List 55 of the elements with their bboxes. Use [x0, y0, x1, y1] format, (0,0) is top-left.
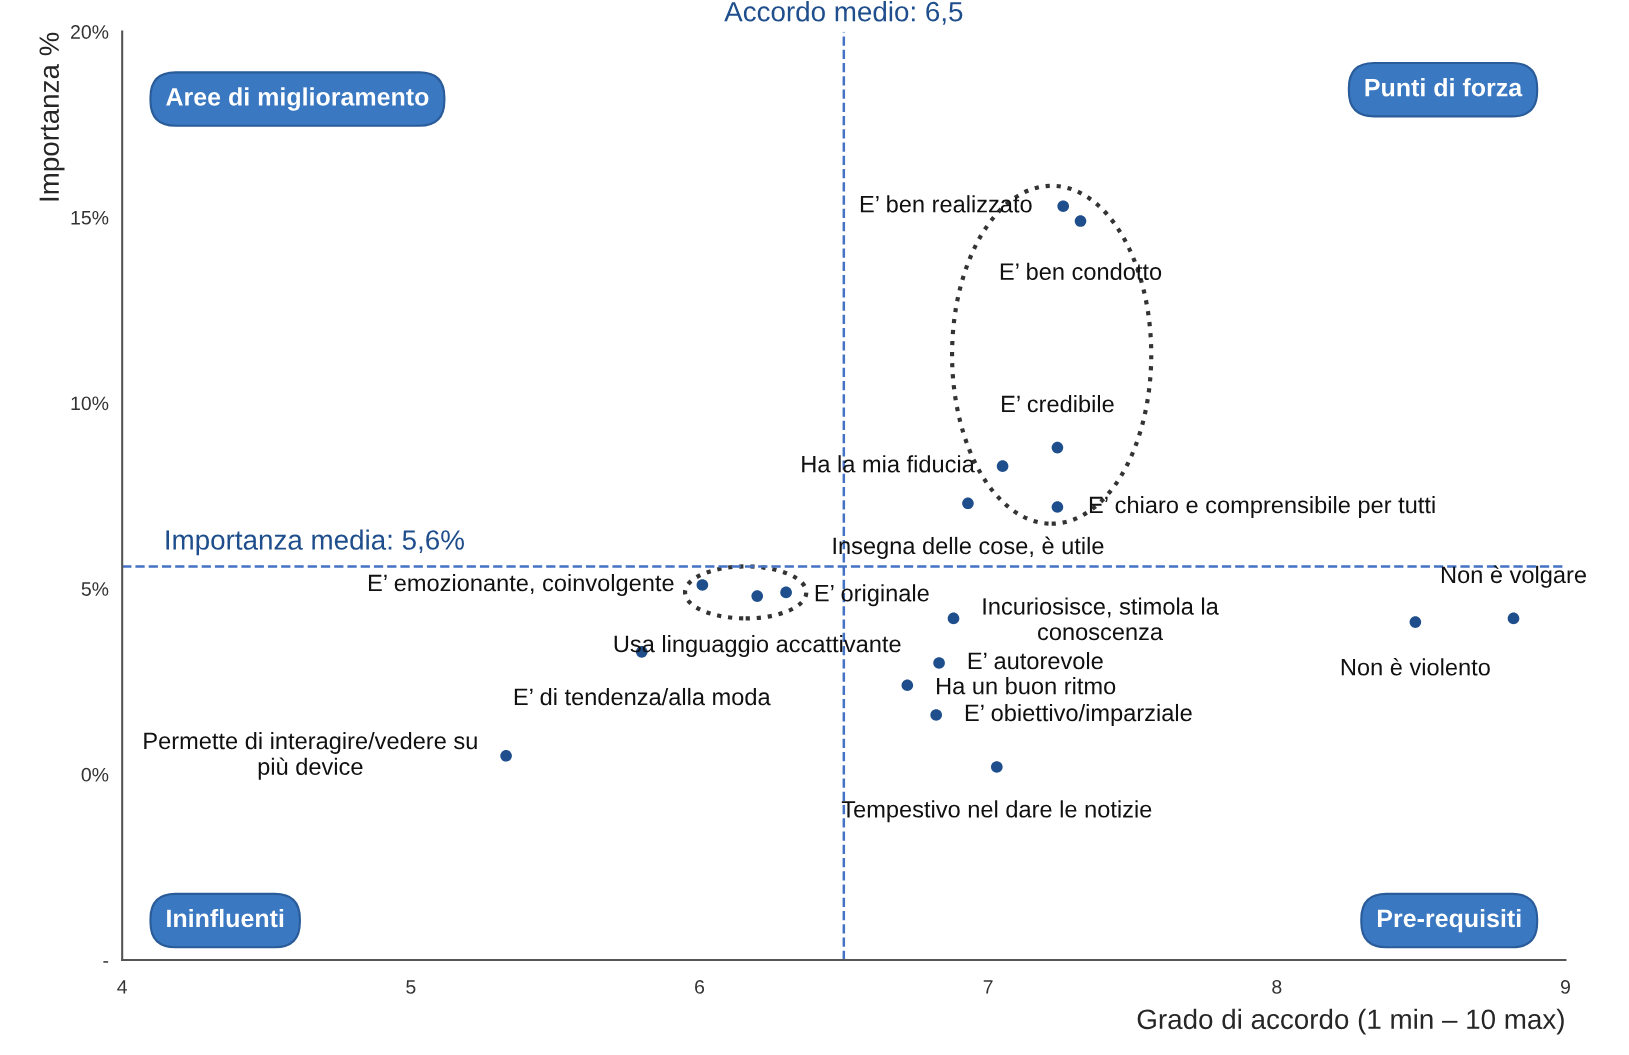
- point: [991, 761, 1003, 773]
- point: [1507, 612, 1520, 625]
- point: [1057, 200, 1070, 212]
- annotation: E’ di tendenza/alla moda: [514, 687, 771, 706]
- point: [751, 590, 764, 602]
- point: [962, 497, 974, 510]
- point: [901, 679, 914, 692]
- y-tick-label: 20%: [71, 25, 109, 39]
- point: [1409, 616, 1422, 628]
- point: [947, 612, 960, 625]
- x-tick-label: 7: [983, 980, 993, 994]
- x-tick-label: 8: [1272, 980, 1282, 994]
- annotation: Permette di interagire/vedere su più device: [144, 731, 477, 780]
- annotation: Ininfluenti: [167, 908, 284, 928]
- annotation: E’ emozionante, coinvolgente: [368, 573, 674, 596]
- y-tick-label: 0%: [81, 767, 109, 782]
- ref-line-label: Accordo medio: 6,5: [724, 1, 963, 25]
- point: [930, 709, 942, 721]
- y-axis-title: Importanza %: [39, 32, 65, 201]
- annotation: Insegna delle cose, è utile: [833, 536, 1104, 559]
- x-axis-title: Grado di accordo (1 min – 10 max): [1137, 1008, 1564, 1035]
- point: [696, 579, 709, 591]
- x-tick-label: 6: [695, 980, 705, 994]
- annotation: Non è violento: [1341, 657, 1490, 676]
- point: [780, 586, 792, 599]
- annotation: E’ originale: [815, 584, 929, 607]
- annotation: E’ ben realizzato: [860, 195, 1032, 213]
- x-tick-label: 9: [1560, 980, 1570, 994]
- y-tick-label: -: [103, 961, 109, 963]
- annotation: Ha la mia fiducia: [802, 455, 975, 473]
- y-tick-label: 15%: [71, 210, 109, 225]
- annotation: Ha un buon ritmo: [937, 677, 1116, 695]
- annotation: E’ obiettivo/imparziale: [965, 703, 1192, 726]
- annotation: E’ autorevole: [968, 651, 1103, 670]
- point: [933, 657, 945, 669]
- annotation: Incuriosisce, stimola la conoscenza: [983, 597, 1219, 641]
- annotation: Punti di forza: [1365, 78, 1523, 97]
- annotation: Usa linguaggio accattivante: [614, 635, 901, 658]
- annotation: Aree di miglioramento: [166, 87, 429, 111]
- point: [1051, 441, 1064, 454]
- x-tick-label: 5: [406, 980, 416, 994]
- annotation: E’ chiaro e comprensibile per tutti: [1089, 495, 1435, 518]
- y-tick-label: 5%: [81, 582, 109, 596]
- point: [996, 460, 1009, 472]
- point: [500, 749, 512, 762]
- annotation: Pre-requisiti: [1377, 908, 1521, 933]
- annotation: E’ credibile: [1002, 395, 1114, 413]
- point: [1051, 501, 1064, 513]
- annotation: Tempestivo nel dare le notizie: [841, 800, 1152, 823]
- point: [1074, 215, 1087, 227]
- x-tick-label: 4: [117, 980, 128, 994]
- annotation: E’ ben condotto: [1000, 262, 1162, 281]
- y-tick-label: 10%: [71, 396, 109, 411]
- ref-line-label: Importanza media: 5,6%: [166, 529, 464, 556]
- annotation: Non è volgare: [1441, 565, 1586, 588]
